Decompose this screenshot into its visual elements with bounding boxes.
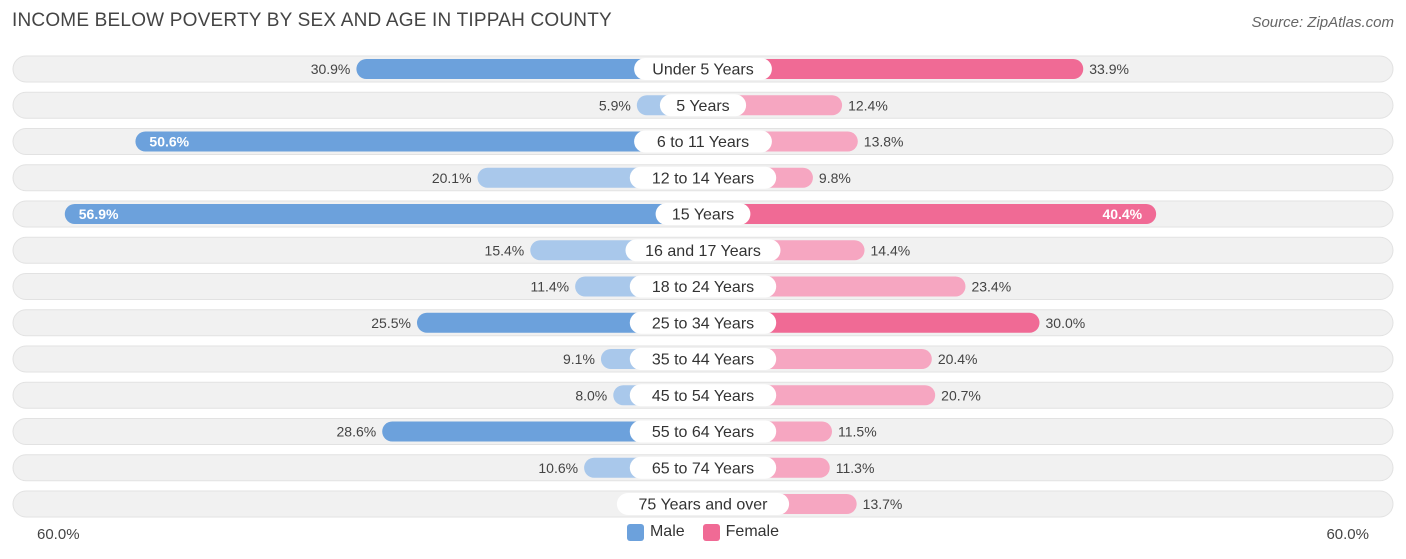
- bar-female: [703, 59, 1084, 79]
- category-label: 55 to 64 Years: [652, 424, 754, 441]
- value-label-female: 20.7%: [941, 387, 981, 403]
- value-label-male: 30.9%: [311, 61, 351, 77]
- value-label-male: 10.6%: [538, 460, 578, 476]
- category-pill: [629, 456, 777, 479]
- category-label: 25 to 34 Years: [652, 315, 754, 332]
- value-label-male: 56.9%: [79, 206, 119, 222]
- bar-male: [135, 131, 704, 152]
- category-pill: [625, 239, 781, 262]
- category-label: 12 to 14 Years: [652, 170, 754, 187]
- bar-male: [356, 59, 703, 79]
- category-label: 18 to 24 Years: [652, 279, 754, 296]
- category-label: 6 to 11 Years: [657, 134, 749, 151]
- value-label-male: 11.4%: [530, 279, 569, 295]
- category-pill: [629, 384, 777, 407]
- category-pill: [634, 58, 772, 80]
- value-label-male: 8.0%: [575, 387, 607, 403]
- value-label-female: 20.4%: [938, 351, 978, 367]
- legend: Male Female: [0, 523, 1406, 541]
- source-label: Source: ZipAtlas.com: [1251, 14, 1394, 31]
- category-pill: [629, 311, 777, 334]
- legend-item-male: Male: [626, 523, 685, 541]
- legend-label-female: Female: [725, 523, 780, 540]
- category-pill: [655, 203, 751, 225]
- legend-item-female: Female: [702, 523, 780, 541]
- value-label-female: 12.4%: [848, 97, 888, 113]
- category-pill: [629, 348, 777, 370]
- category-label: 5 Years: [676, 98, 729, 115]
- value-label-female: 13.8%: [864, 134, 904, 150]
- value-label-female: 33.9%: [1089, 61, 1129, 77]
- category-label: 65 to 74 Years: [652, 460, 754, 477]
- bar-female: [703, 204, 1157, 224]
- value-label-male: 5.9%: [599, 97, 631, 113]
- legend-label-male: Male: [649, 523, 685, 540]
- legend-swatch-male: [626, 523, 644, 541]
- value-label-male: 9.1%: [563, 351, 595, 367]
- category-label: 16 and 17 Years: [645, 243, 761, 260]
- category-pill: [629, 166, 777, 189]
- value-label-female: 23.4%: [971, 279, 1011, 295]
- value-label-male: 28.6%: [337, 424, 377, 440]
- value-label-female: 11.5%: [838, 424, 877, 440]
- bar-male: [382, 421, 703, 442]
- value-label-female: 40.4%: [1102, 206, 1142, 222]
- category-label: 35 to 44 Years: [652, 352, 754, 369]
- category-pill: [629, 420, 777, 443]
- value-label-female: 13.7%: [863, 496, 903, 512]
- bar-male: [64, 204, 703, 224]
- chart-title: INCOME BELOW POVERTY BY SEX AND AGE IN T…: [12, 10, 612, 31]
- category-pill: [634, 130, 772, 153]
- value-label-female: 9.8%: [819, 170, 851, 186]
- value-label-female: 11.3%: [836, 460, 875, 476]
- value-label-male: 50.6%: [149, 134, 189, 150]
- category-label: 75 Years and over: [639, 497, 769, 514]
- axis-right-label: 60.0%: [1326, 526, 1369, 543]
- legend-swatch-female: [702, 523, 720, 541]
- category-pill: [616, 493, 790, 515]
- chart-plot: 30.9% 33.9% Under 5 Years 5.9% 12.4% 5 Years 5…: [12, 55, 1394, 518]
- axis-left-label: 60.0%: [37, 526, 80, 543]
- value-label-male: 15.4%: [485, 242, 525, 258]
- bar-female: [703, 312, 1040, 333]
- category-label: 45 to 54 Years: [652, 388, 754, 405]
- value-label-male: 20.1%: [432, 170, 472, 186]
- category-pill: [629, 275, 777, 298]
- category-label: Under 5 Years: [652, 62, 753, 79]
- category-label: 15 Years: [672, 207, 734, 224]
- category-pill: [659, 94, 747, 117]
- value-label-female: 14.4%: [871, 242, 911, 258]
- value-label-female: 30.0%: [1046, 315, 1086, 331]
- value-label-male: 25.5%: [371, 315, 411, 331]
